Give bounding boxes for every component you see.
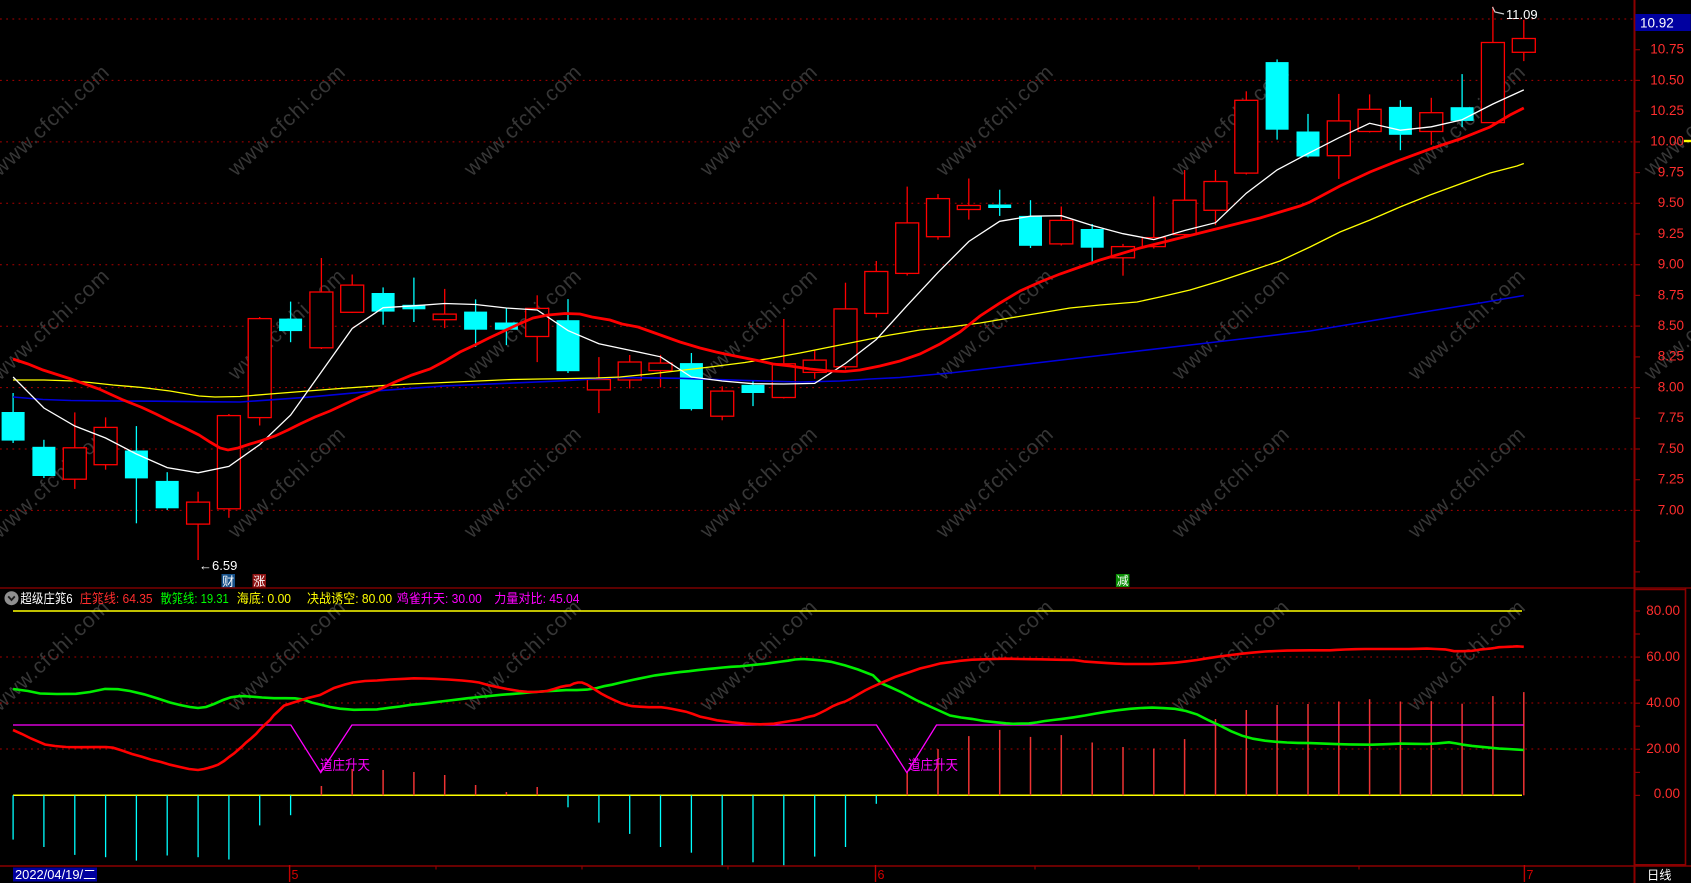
svg-text:60.00: 60.00: [1646, 649, 1680, 664]
svg-text:10.25: 10.25: [1650, 103, 1684, 118]
svg-text:8.25: 8.25: [1658, 349, 1684, 364]
svg-text:www.cfchi.com: www.cfchi.com: [1403, 422, 1530, 543]
svg-text:7.50: 7.50: [1658, 441, 1684, 456]
svg-text:超级庄筄6: 超级庄筄6: [20, 591, 72, 606]
svg-text:www.cfchi.com: www.cfchi.com: [0, 595, 114, 716]
svg-text:www.cfchi.com: www.cfchi.com: [459, 422, 586, 543]
svg-text:20.00: 20.00: [1646, 741, 1680, 756]
svg-text:鸡雀升天: 30.00: 鸡雀升天: 30.00: [397, 591, 482, 606]
svg-text:海底: 0.00: 海底: 0.00: [237, 591, 291, 606]
svg-text:www.cfchi.com: www.cfchi.com: [1403, 264, 1530, 385]
svg-text:散筄线: 19.31: 散筄线: 19.31: [161, 591, 229, 606]
svg-text:道庄升天: 道庄升天: [320, 757, 370, 773]
svg-text:日线: 日线: [1647, 869, 1672, 883]
svg-text:力量对比: 45.04: 力量对比: 45.04: [494, 591, 579, 606]
svg-text:9.75: 9.75: [1658, 165, 1684, 180]
svg-text:6: 6: [878, 868, 885, 882]
svg-text:2022/04/19/二: 2022/04/19/二: [15, 868, 96, 882]
svg-text:www.cfchi.com: www.cfchi.com: [1167, 264, 1294, 385]
svg-text:9.25: 9.25: [1658, 226, 1684, 241]
svg-text:5: 5: [292, 868, 299, 882]
svg-text:8.75: 8.75: [1658, 287, 1684, 302]
svg-text:www.cfchi.com: www.cfchi.com: [0, 264, 114, 385]
svg-text:←6.59: ←6.59: [199, 558, 237, 573]
svg-text:道庄升天: 道庄升天: [908, 757, 958, 773]
svg-text:www.cfchi.com: www.cfchi.com: [459, 60, 586, 181]
svg-text:决战诱空: 80.00: 决战诱空: 80.00: [307, 591, 392, 606]
svg-text:减: 减: [1117, 574, 1129, 588]
svg-text:9.50: 9.50: [1658, 195, 1684, 210]
svg-text:7.00: 7.00: [1658, 502, 1684, 517]
svg-text:www.cfchi.com: www.cfchi.com: [931, 60, 1058, 181]
svg-text:8.50: 8.50: [1658, 318, 1684, 333]
svg-text:www.cfchi.com: www.cfchi.com: [0, 60, 114, 181]
svg-text:10.00: 10.00: [1650, 134, 1684, 149]
svg-text:10.75: 10.75: [1650, 42, 1684, 57]
svg-text:涨: 涨: [253, 573, 265, 588]
svg-text:www.cfchi.com: www.cfchi.com: [695, 595, 822, 716]
svg-text:80.00: 80.00: [1646, 603, 1680, 618]
svg-text:www.cfchi.com: www.cfchi.com: [223, 60, 350, 181]
svg-text:7.25: 7.25: [1658, 472, 1684, 487]
svg-text:庄筄线: 64.35: 庄筄线: 64.35: [80, 591, 153, 606]
svg-text:www.cfchi.com: www.cfchi.com: [695, 60, 822, 181]
svg-text:11.09: 11.09: [1506, 7, 1538, 22]
svg-text:www.cfchi.com: www.cfchi.com: [1167, 422, 1294, 543]
svg-text:www.cfchi.com: www.cfchi.com: [931, 422, 1058, 543]
svg-text:10.50: 10.50: [1650, 72, 1684, 87]
svg-text:40.00: 40.00: [1646, 695, 1680, 710]
svg-text:www.cfchi.com: www.cfchi.com: [223, 422, 350, 543]
svg-text:9.00: 9.00: [1658, 257, 1684, 272]
svg-text:10.92: 10.92: [1640, 16, 1674, 31]
svg-text:www.cfchi.com: www.cfchi.com: [931, 595, 1058, 716]
svg-text:0.00: 0.00: [1654, 786, 1680, 801]
svg-text:8.00: 8.00: [1658, 380, 1684, 395]
svg-text:7: 7: [1527, 868, 1534, 882]
svg-text:7.75: 7.75: [1658, 410, 1684, 425]
svg-text:财: 财: [222, 574, 234, 588]
svg-text:www.cfchi.com: www.cfchi.com: [1403, 595, 1530, 716]
svg-text:www.cfchi.com: www.cfchi.com: [695, 422, 822, 543]
